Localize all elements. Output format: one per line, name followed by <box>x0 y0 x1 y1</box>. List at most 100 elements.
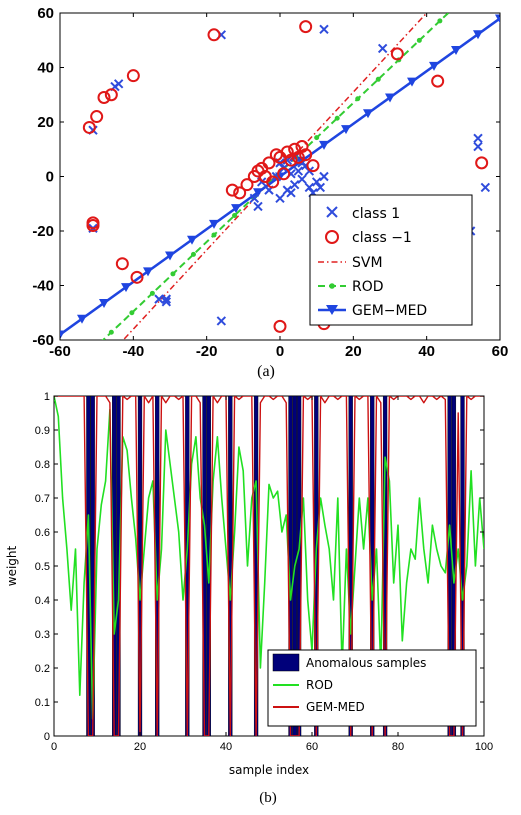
class1-point <box>473 133 483 144</box>
gem-med-point <box>341 125 351 135</box>
rod-point <box>211 232 217 238</box>
legend-label-rod: ROD <box>352 279 384 295</box>
legend-swatch-anomalous <box>272 653 300 672</box>
gem-med-point <box>473 30 483 40</box>
y-tick-label-a: 40 <box>37 60 54 77</box>
caption-b: (b) <box>259 790 277 806</box>
class-neg1-point <box>390 47 404 61</box>
gem-med-point <box>495 14 500 24</box>
class-neg1-point <box>284 153 298 167</box>
gem-med-point <box>385 93 395 103</box>
class1-point <box>473 141 483 152</box>
y-tick-label-a: 0 <box>46 169 54 186</box>
class-neg1-point <box>269 148 283 162</box>
y-tick-label-a: 20 <box>37 114 54 131</box>
class1-stroke <box>480 182 491 193</box>
class-neg1-point <box>233 186 247 200</box>
gem-med-point <box>209 219 219 229</box>
y-tick-label-b: 0.5 <box>35 561 50 573</box>
x-axis-label-b: sample index <box>229 763 309 777</box>
class-neg1-point <box>273 319 287 333</box>
y-tick-label-b: 0.1 <box>35 697 50 709</box>
y-tick-label-b: 0.7 <box>35 493 50 505</box>
x-tick-label-a: 40 <box>418 343 435 360</box>
class1-point <box>249 193 260 204</box>
class1-point <box>293 166 304 176</box>
y-tick-label-b: 0.4 <box>35 595 50 607</box>
gem-med-point <box>319 140 329 150</box>
y-tick-label-a: -60 <box>32 332 54 349</box>
class1-point <box>315 182 326 193</box>
class1-point <box>161 297 172 307</box>
class1-stroke <box>473 141 483 152</box>
caption-a: (a) <box>257 363 275 380</box>
class1-stroke <box>289 179 300 190</box>
rod-point <box>375 76 381 82</box>
class1-point <box>319 24 329 35</box>
class1-point <box>275 193 285 204</box>
class1-point <box>297 174 307 184</box>
class-neg1-point <box>240 178 254 192</box>
class-neg1-point <box>126 69 140 83</box>
legend-a: class 1 class −1 SVM ROD GEM−MED <box>309 194 473 326</box>
class-neg1-point <box>225 183 239 197</box>
class1-stroke <box>319 171 329 182</box>
gem-med-point <box>363 109 373 119</box>
class1-point <box>253 201 263 212</box>
axis-ticks-a: -60 -40 -20 0 20 40 60 60 40 20 0 -20 -40 -60 <box>32 5 508 360</box>
class1-stroke <box>161 297 172 307</box>
rod-point <box>437 18 443 24</box>
y-tick-label-a: 60 <box>37 5 54 22</box>
class-neg1-point <box>299 148 313 162</box>
x-tick-label-a: 20 <box>345 343 362 360</box>
x-tick-label-a: -40 <box>122 343 144 360</box>
class-neg1-point <box>130 270 144 284</box>
x-tick-label-a: 0 <box>276 343 284 360</box>
class1-point <box>480 182 491 193</box>
y-tick-label-b: 0 <box>44 731 50 743</box>
class1-stroke <box>473 133 483 144</box>
class-neg1-point <box>431 74 445 88</box>
class-neg1-point <box>306 159 320 173</box>
axis-ticks-b: 0 20 40 60 80 100 0 0.1 0.2 0.3 0.4 0.5 0.6 0.7 0.8 0.9… <box>35 391 493 753</box>
class-neg1-point <box>475 156 489 170</box>
class1-point <box>286 188 296 198</box>
rod-point <box>416 37 422 43</box>
class1-stroke <box>297 174 307 184</box>
chart-marks-b <box>54 395 484 737</box>
gem-med-point <box>253 188 263 198</box>
y-tick-label-b: 0.2 <box>35 663 50 675</box>
class1-stroke <box>154 294 164 304</box>
rod-line <box>54 396 484 720</box>
class1-point <box>216 316 227 326</box>
y-tick-label-a: -40 <box>32 278 54 295</box>
class1-point <box>311 177 322 187</box>
class1-point <box>377 43 388 54</box>
y-tick-label-b: 0.9 <box>35 425 50 437</box>
rod-point <box>355 96 361 102</box>
legend-label-svm: SVM <box>352 255 383 271</box>
rod-point <box>149 290 155 296</box>
class1-stroke <box>216 316 227 326</box>
x-tick-label-a: -60 <box>49 343 71 360</box>
class-neg1-point <box>115 257 129 271</box>
class1-stroke <box>377 43 388 54</box>
legend-b: Anomalous samples ROD GEM-MED <box>267 649 477 727</box>
class1-stroke <box>249 193 260 204</box>
gem-med-point <box>231 204 241 214</box>
class1-stroke <box>161 294 172 304</box>
gem-med-line <box>54 396 484 736</box>
class1-stroke <box>256 177 267 187</box>
class1-point <box>154 294 164 304</box>
class-neg1-point <box>104 88 118 102</box>
legend-label-gem-med: GEM−MED <box>352 303 427 319</box>
gem-med-point <box>121 283 131 293</box>
gem-med-point <box>429 61 439 71</box>
class1-stroke <box>286 188 296 198</box>
x-tick-label-b: 0 <box>51 741 57 753</box>
y-tick-label-a: -20 <box>32 223 54 240</box>
legend-marker-class-neg1 <box>325 230 339 244</box>
legend-label-class1: class 1 <box>352 206 400 222</box>
legend-label-rod-b: ROD <box>306 678 333 692</box>
class1-point <box>289 179 300 190</box>
